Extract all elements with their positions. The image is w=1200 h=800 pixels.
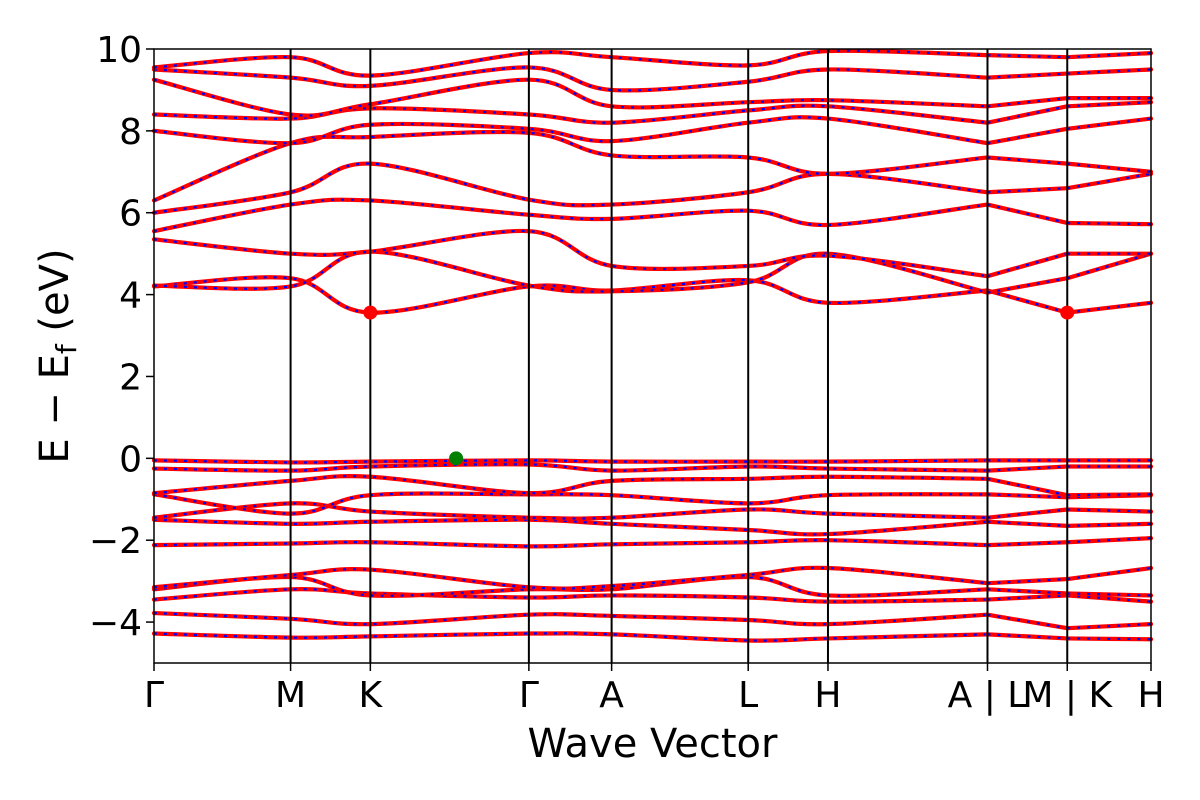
high-symmetry-lines — [289, 49, 1069, 663]
band-line-spin-up — [985, 587, 1070, 596]
y-tick-label: −4 — [89, 603, 142, 644]
band-line-spin-up — [151, 275, 990, 315]
y-axis-title: E − Ef (eV) — [32, 248, 83, 463]
band-line-spin-down — [987, 277, 1068, 294]
band-line-spin-up — [985, 540, 1070, 548]
x-tick-label: H — [814, 675, 841, 716]
band-line-spin-down — [153, 539, 988, 548]
band-line-spin-up — [151, 631, 990, 643]
x-tick-label: Γ — [144, 675, 164, 716]
band-line-spin-down — [1067, 566, 1152, 581]
band-line-spin-up — [985, 593, 1070, 602]
x-tick-label: M — [275, 675, 306, 716]
y-tick-label: 2 — [119, 357, 142, 398]
band-line-spin-up — [151, 228, 990, 279]
band-line-spin-down — [153, 475, 988, 495]
band-line-spin-down — [987, 127, 1068, 145]
band-line-spin-down — [1067, 623, 1152, 630]
band-line-spin-up — [151, 501, 990, 521]
x-axis-title: Wave Vector — [528, 721, 779, 767]
x-axis-ticks: Γ M K Γ A L H A | LM | K H — [144, 663, 1165, 716]
y-axis-title-subscript: f — [50, 343, 83, 354]
band-line-spin-down — [1067, 493, 1152, 497]
x-tick-label: A | L — [948, 675, 1028, 716]
band-line-spin-down — [1067, 101, 1152, 108]
y-tick-label: 10 — [96, 30, 142, 71]
band-line-spin-down — [987, 508, 1068, 519]
band-line-spin-down — [153, 632, 988, 642]
band-line-spin-down — [153, 250, 988, 294]
y-tick-label: −2 — [89, 521, 142, 562]
band-line-spin-down — [153, 276, 988, 314]
band-line-spin-down — [1067, 637, 1152, 641]
y-tick-label: 8 — [119, 112, 142, 153]
band-line-spin-down — [1067, 508, 1152, 513]
band-line-spin-down — [987, 252, 1068, 278]
band-line-spin-up — [985, 632, 1070, 641]
band-line-spin-up — [151, 517, 990, 537]
x-tick-label: Γ — [519, 675, 539, 716]
y-tick-label: 0 — [119, 439, 142, 480]
band-line-spin-down — [153, 463, 988, 472]
band-line-spin-down — [1067, 301, 1152, 314]
band-line-spin-up — [151, 610, 990, 627]
y-axis-ticks: 10 8 6 4 2 0 −2 −4 — [89, 30, 154, 644]
vbm-marker — [449, 451, 464, 466]
band-line-spin-down — [1067, 221, 1152, 226]
band-line-spin-up — [1065, 251, 1154, 281]
y-tick-label: 4 — [119, 276, 142, 317]
band-line-spin-down — [1067, 592, 1152, 597]
band-line-spin-down — [987, 97, 1068, 108]
band-line-spin-down — [153, 162, 988, 214]
plot-frame — [153, 48, 1152, 664]
band-line-spin-down — [987, 477, 1068, 497]
x-tick-label: L — [738, 675, 758, 716]
band-line-spin-up — [985, 464, 1070, 473]
y-axis-title-main: E − E — [32, 354, 78, 464]
cbm-marker — [363, 305, 378, 320]
band-line-spin-down — [987, 203, 1068, 225]
band-line-spin-down — [1067, 51, 1152, 59]
band-line-spin-down — [153, 459, 988, 464]
band-lines — [151, 48, 1154, 643]
cbm-marker — [1060, 305, 1075, 320]
band-line-spin-down — [1067, 537, 1152, 544]
x-tick-label: K — [359, 675, 384, 716]
band-line-spin-down — [1067, 594, 1152, 603]
band-line-spin-down — [153, 588, 988, 603]
band-line-spin-up — [985, 155, 1070, 166]
band-line-spin-up — [985, 53, 1070, 60]
y-tick-label: 6 — [119, 194, 142, 235]
x-tick-label: H — [1137, 675, 1164, 716]
band-line-spin-down — [987, 613, 1068, 630]
x-tick-label: M | K — [1022, 675, 1113, 716]
band-line-spin-down — [1067, 68, 1152, 75]
band-line-spin-up — [151, 538, 990, 549]
band-line-spin-up — [985, 492, 1070, 500]
band-line-spin-down — [153, 492, 988, 515]
band-line-spin-down — [1067, 522, 1152, 527]
band-line-spin-down — [987, 289, 1068, 314]
band-line-spin-up — [151, 474, 990, 496]
band-edge-markers — [363, 305, 1075, 466]
band-line-spin-up — [151, 65, 990, 93]
band-line-spin-up — [151, 462, 990, 473]
band-line-spin-up — [985, 519, 1070, 528]
x-tick-label: A — [599, 675, 624, 716]
band-line-spin-down — [1067, 162, 1152, 173]
band-line-spin-up — [985, 71, 1070, 80]
y-axis-title-unit: (eV) — [32, 248, 78, 344]
band-line-spin-up — [151, 458, 990, 465]
band-line-spin-up — [985, 576, 1070, 586]
band-line-spin-down — [1067, 117, 1152, 130]
band-line-spin-down — [1067, 172, 1152, 190]
band-line-spin-down — [987, 105, 1068, 124]
band-line-spin-up — [985, 186, 1070, 195]
band-line-spin-down — [153, 518, 988, 536]
